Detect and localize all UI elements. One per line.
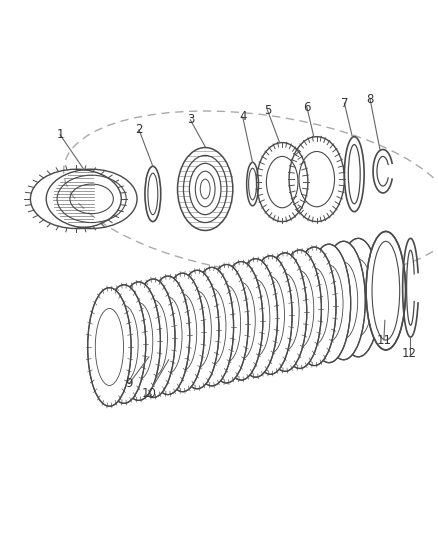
Ellipse shape xyxy=(234,259,278,377)
Ellipse shape xyxy=(263,253,307,372)
Text: 11: 11 xyxy=(376,334,392,346)
Text: 2: 2 xyxy=(135,123,143,136)
Ellipse shape xyxy=(190,268,233,386)
Text: 4: 4 xyxy=(239,110,247,124)
Text: 3: 3 xyxy=(187,114,194,126)
Text: 5: 5 xyxy=(264,103,271,117)
Ellipse shape xyxy=(205,264,248,383)
Ellipse shape xyxy=(307,244,351,362)
Ellipse shape xyxy=(161,273,204,392)
Ellipse shape xyxy=(117,282,160,400)
Text: 9: 9 xyxy=(125,377,133,390)
Text: 1: 1 xyxy=(57,128,64,141)
Ellipse shape xyxy=(293,247,336,366)
Text: 7: 7 xyxy=(341,96,348,110)
Ellipse shape xyxy=(219,262,263,380)
Ellipse shape xyxy=(322,241,365,360)
Ellipse shape xyxy=(88,288,131,406)
Ellipse shape xyxy=(366,231,406,350)
Ellipse shape xyxy=(249,256,292,374)
Ellipse shape xyxy=(336,238,380,357)
Text: 12: 12 xyxy=(402,348,417,360)
Text: 10: 10 xyxy=(141,387,156,400)
Ellipse shape xyxy=(146,276,190,394)
Ellipse shape xyxy=(176,270,219,389)
Text: 8: 8 xyxy=(366,93,374,106)
Ellipse shape xyxy=(131,279,175,398)
Ellipse shape xyxy=(278,250,321,368)
Ellipse shape xyxy=(102,285,146,403)
Text: 6: 6 xyxy=(303,101,311,114)
